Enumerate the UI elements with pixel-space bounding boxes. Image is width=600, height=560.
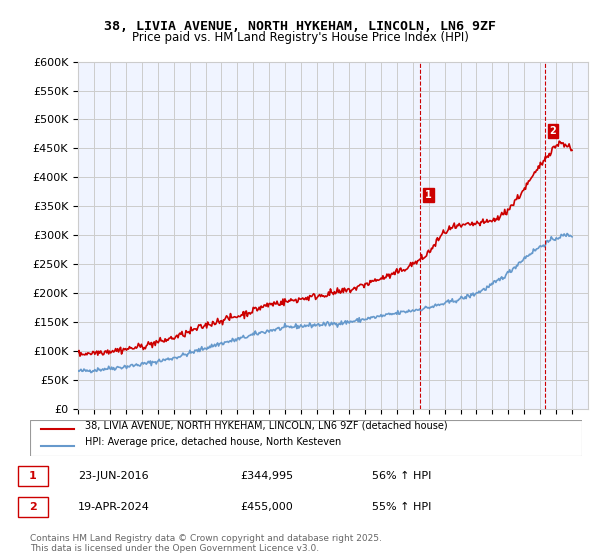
Text: £455,000: £455,000 (240, 502, 293, 512)
Text: 2: 2 (29, 502, 37, 512)
Text: 1: 1 (425, 190, 432, 199)
Text: 56% ↑ HPI: 56% ↑ HPI (372, 471, 431, 481)
Text: Price paid vs. HM Land Registry's House Price Index (HPI): Price paid vs. HM Land Registry's House … (131, 31, 469, 44)
FancyBboxPatch shape (18, 497, 48, 517)
Text: 38, LIVIA AVENUE, NORTH HYKEHAM, LINCOLN, LN6 9ZF: 38, LIVIA AVENUE, NORTH HYKEHAM, LINCOLN… (104, 20, 496, 32)
Text: £344,995: £344,995 (240, 471, 293, 481)
Text: 23-JUN-2016: 23-JUN-2016 (78, 471, 149, 481)
Text: Contains HM Land Registry data © Crown copyright and database right 2025.
This d: Contains HM Land Registry data © Crown c… (30, 534, 382, 553)
FancyBboxPatch shape (18, 466, 48, 486)
FancyBboxPatch shape (30, 420, 582, 456)
Text: HPI: Average price, detached house, North Kesteven: HPI: Average price, detached house, Nort… (85, 437, 341, 447)
Text: 2: 2 (550, 126, 557, 136)
Text: 19-APR-2024: 19-APR-2024 (78, 502, 150, 512)
Text: 38, LIVIA AVENUE, NORTH HYKEHAM, LINCOLN, LN6 9ZF (detached house): 38, LIVIA AVENUE, NORTH HYKEHAM, LINCOLN… (85, 420, 448, 430)
Text: 55% ↑ HPI: 55% ↑ HPI (372, 502, 431, 512)
Text: 1: 1 (29, 471, 37, 481)
